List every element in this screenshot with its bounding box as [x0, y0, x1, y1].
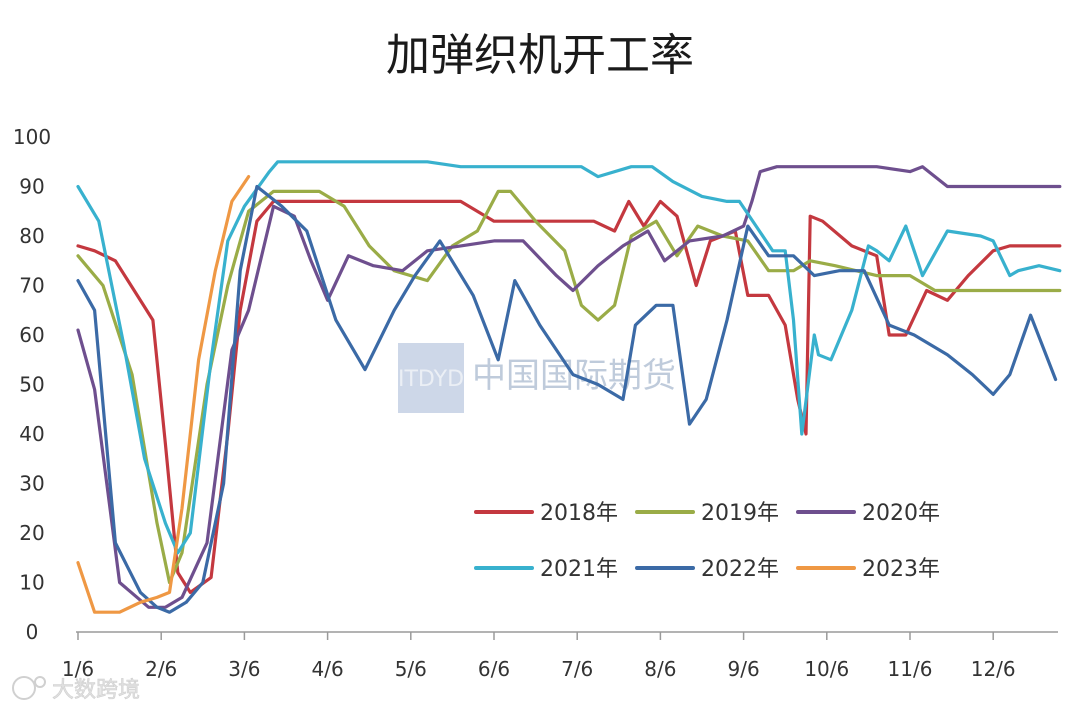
y-tick-label: 100	[13, 125, 51, 149]
legend-label: 2019年	[701, 501, 779, 526]
x-tick-label: 9/6	[728, 657, 760, 681]
watermark: ITDYD 中国国际期货	[398, 343, 676, 413]
series-line-2023年	[76, 175, 251, 614]
y-tick-label: 90	[19, 175, 44, 199]
x-tick-label: 11/6	[888, 657, 933, 681]
y-tick-label: 0	[26, 620, 39, 644]
legend: 2018年 2019年 2020年 2021年 2022年 2023年	[474, 501, 940, 582]
y-tick-label: 70	[19, 274, 44, 298]
watermark-logo-text: ITDYD	[398, 367, 464, 392]
legend-label: 2020年	[862, 501, 940, 526]
legend-label: 2021年	[540, 557, 618, 582]
chart-title: 加弹织机开工率	[386, 30, 694, 81]
x-axis-ticks: 1/6 2/6 3/6 4/6 5/6 6/6 7/6 8/6 9/6 10/6 11/6 12/6	[62, 657, 1016, 681]
watermark-logo-box	[398, 343, 464, 413]
x-tick-label: 6/6	[478, 657, 510, 681]
legend-label: 2018年	[540, 501, 618, 526]
y-tick-label: 60	[19, 323, 44, 347]
y-tick-label: 40	[19, 422, 44, 446]
footer-logo-icon-dot	[34, 676, 46, 688]
series-line-2019年	[76, 189, 1062, 585]
series-line-2020年	[76, 165, 1062, 609]
x-tick-label: 3/6	[228, 657, 260, 681]
x-tick-label: 1/6	[62, 657, 94, 681]
series-line-2018年	[76, 199, 1062, 595]
y-tick-label: 30	[19, 472, 44, 496]
footer-logo-icon	[12, 676, 36, 700]
footer-watermark-text: 大数跨境	[52, 678, 140, 703]
x-tick-label: 7/6	[561, 657, 593, 681]
y-axis-ticks: 0 10 20 30 40 50 60 70 80 90 100	[13, 125, 51, 644]
x-tick-label: 5/6	[395, 657, 427, 681]
series-line-2021年	[76, 160, 1062, 555]
x-tick-label: 8/6	[644, 657, 676, 681]
y-tick-label: 50	[19, 373, 44, 397]
series-lines	[76, 160, 1062, 614]
y-tick-label: 10	[19, 571, 44, 595]
x-tick-label: 12/6	[971, 657, 1016, 681]
y-tick-label: 80	[19, 224, 44, 248]
x-tick-marks	[77, 632, 994, 640]
x-tick-label: 2/6	[145, 657, 177, 681]
x-tick-label: 10/6	[804, 657, 849, 681]
x-tick-label: 4/6	[312, 657, 344, 681]
footer-watermark: 大数跨境	[12, 676, 140, 703]
legend-label: 2022年	[701, 557, 779, 582]
y-tick-label: 20	[19, 521, 44, 545]
series-line-2022年	[76, 184, 1058, 614]
legend-label: 2023年	[862, 557, 940, 582]
